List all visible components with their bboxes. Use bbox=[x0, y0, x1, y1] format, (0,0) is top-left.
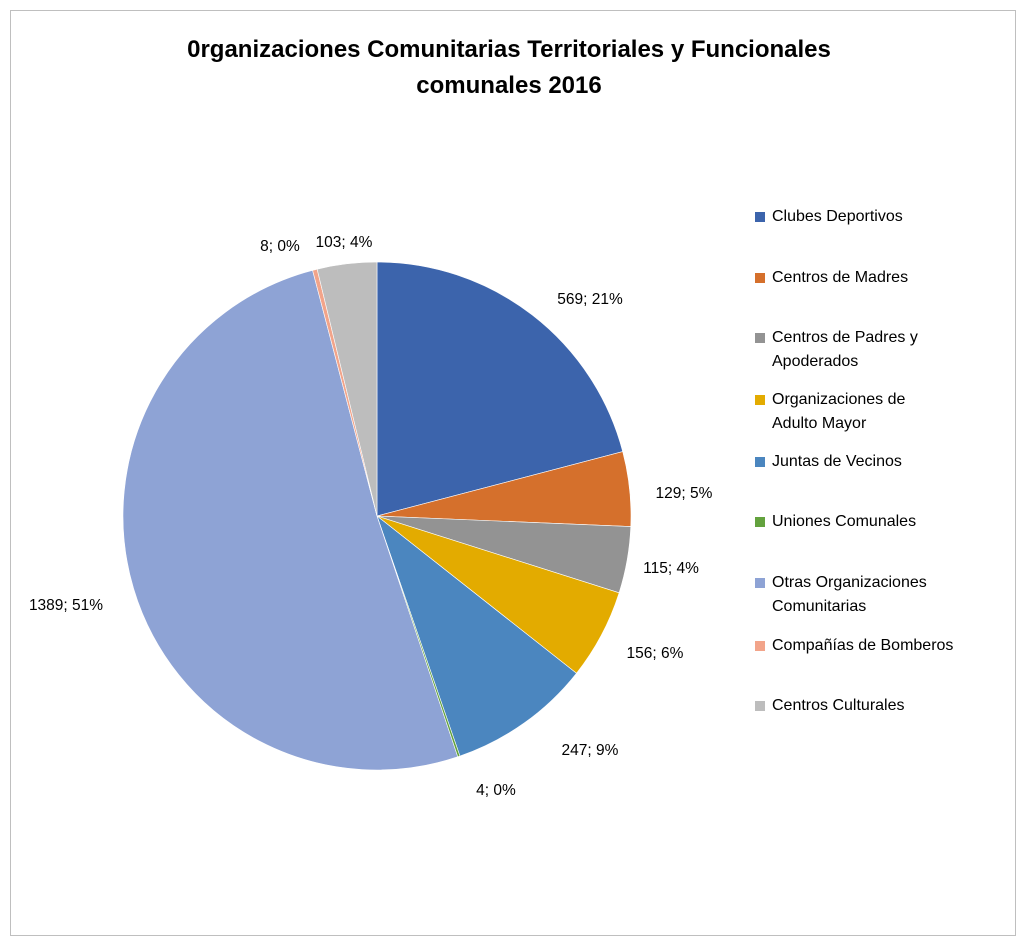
legend-swatch bbox=[755, 333, 765, 343]
legend-item-centros-culturales: Centros Culturales bbox=[755, 694, 1017, 718]
legend-swatch bbox=[755, 641, 765, 651]
legend-label: Otras Organizaciones bbox=[772, 574, 927, 591]
legend-swatch bbox=[755, 578, 765, 588]
legend-swatch bbox=[755, 701, 765, 711]
pie-slices bbox=[122, 261, 632, 771]
legend-item-otras-organizaciones-comunitarias: Otras Organizaciones Comunitarias bbox=[755, 571, 1017, 619]
legend-label: Uniones Comunales bbox=[772, 513, 917, 530]
pie-slice-clubes-deportivos bbox=[376, 261, 624, 517]
data-label-uniones-comunales: 4; 0% bbox=[476, 782, 516, 799]
legend-item-clubes-deportivos: Clubes Deportivos bbox=[755, 205, 1017, 229]
data-label-centros-culturales: 103; 4% bbox=[316, 234, 373, 251]
legend-label: Centros de Padres y bbox=[772, 329, 918, 346]
data-label-otras-organizaciones-comunitarias: 1389; 51% bbox=[29, 597, 103, 614]
legend-label: Compañías de Bomberos bbox=[772, 637, 954, 654]
chart-title-line-1: 0rganizaciones Comunitarias Territoriale… bbox=[187, 36, 831, 63]
legend-swatch bbox=[755, 273, 765, 283]
chart-title: 0rganizaciones Comunitarias Territoriale… bbox=[0, 32, 1018, 104]
pie-slice-centros-culturales bbox=[316, 261, 378, 517]
legend-item-centros-de-madres: Centros de Madres bbox=[755, 266, 1017, 290]
legend-label: Apoderados bbox=[772, 353, 859, 370]
legend-label: Comunitarias bbox=[772, 598, 867, 615]
data-label-centros-de-madres: 129; 5% bbox=[656, 485, 713, 502]
pie-slice-juntas-de-vecinos bbox=[376, 515, 577, 757]
legend-label: Organizaciones de bbox=[772, 391, 906, 408]
legend-swatch bbox=[755, 457, 765, 467]
data-label-organizaciones-de-adulto-mayor: 156; 6% bbox=[627, 645, 684, 662]
data-label-clubes-deportivos: 569; 21% bbox=[557, 291, 623, 308]
legend-label: Adulto Mayor bbox=[772, 415, 867, 432]
legend-label: Juntas de Vecinos bbox=[772, 453, 902, 470]
pie-slice-otras-organizaciones-comunitarias bbox=[122, 269, 459, 771]
legend-label: Centros Culturales bbox=[772, 697, 905, 714]
legend-swatch bbox=[755, 212, 765, 222]
chart-title-line-2: comunales 2016 bbox=[416, 72, 602, 99]
data-labels: 569; 21% 129; 5% 115; 4% 156; 6% 247; 9% 4; 0… bbox=[29, 234, 713, 799]
data-label-juntas-de-vecinos: 247; 9% bbox=[562, 742, 619, 759]
legend-item-juntas-de-vecinos: Juntas de Vecinos bbox=[755, 450, 1017, 474]
legend-label: Centros de Madres bbox=[772, 269, 909, 286]
legend-swatch bbox=[755, 395, 765, 405]
legend-item-companias-de-bomberos: Compañías de Bomberos bbox=[755, 634, 1017, 658]
data-label-centros-de-padres-y-apoderados: 115; 4% bbox=[643, 560, 699, 577]
legend-label: Clubes Deportivos bbox=[772, 208, 903, 225]
legend-item-uniones-comunales: Uniones Comunales bbox=[755, 510, 1017, 534]
data-label-companias-de-bomberos: 8; 0% bbox=[260, 238, 300, 255]
legend-swatch bbox=[755, 517, 765, 527]
legend-item-organizaciones-de-adulto-mayor: Organizaciones de Adulto Mayor bbox=[755, 388, 1017, 436]
legend-item-centros-de-padres-y-apoderados: Centros de Padres y Apoderados bbox=[755, 326, 1017, 374]
